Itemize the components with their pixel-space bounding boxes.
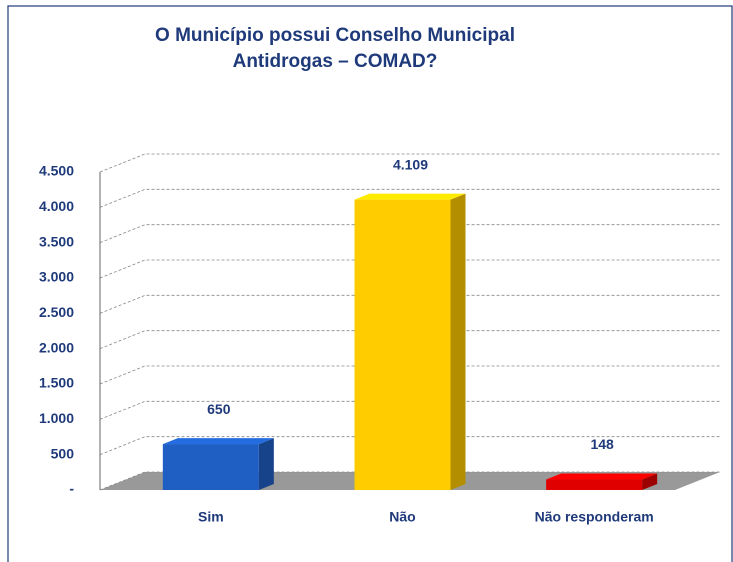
y-tick-label: 2.000 (39, 339, 74, 355)
y-tick-label: 1.000 (39, 410, 74, 426)
bar-top (546, 473, 658, 480)
grid-line (99, 294, 720, 314)
y-tick-label: 1.500 (39, 375, 74, 391)
grid-line (99, 400, 720, 420)
bar (354, 199, 451, 490)
bar (546, 479, 643, 490)
y-tick-label: 3.500 (39, 233, 74, 249)
bar-side (642, 473, 658, 490)
data-label: 148 (590, 436, 614, 452)
grid-line (99, 365, 720, 385)
bar-side (258, 438, 274, 490)
chart-title: Antidrogas – COMAD? (233, 51, 438, 72)
grid-line (99, 153, 720, 173)
y-tick-label: 4.500 (39, 163, 74, 179)
chart-title: O Município possui Conselho Municipal (155, 25, 515, 46)
x-tick-label: Não (389, 509, 415, 525)
grid-line (99, 188, 720, 208)
data-label: 4.109 (393, 156, 428, 172)
bar-top (162, 438, 274, 445)
y-tick-label: 3.000 (39, 269, 74, 285)
grid-line (99, 471, 720, 491)
bar-side (450, 193, 466, 490)
bar-top (354, 193, 466, 200)
y-tick-label: - (69, 481, 74, 497)
bar (162, 444, 259, 490)
y-tick-label: 2.500 (39, 304, 74, 320)
x-tick-label: Sim (198, 509, 224, 525)
data-label: 650 (207, 401, 231, 417)
grid-line (99, 436, 720, 456)
y-tick-label: 4.000 (39, 198, 74, 214)
grid-line (99, 259, 720, 279)
grid-line (99, 224, 720, 244)
x-tick-label: Não responderam (535, 509, 654, 525)
y-tick-label: 500 (51, 445, 75, 461)
frame (7, 5, 733, 562)
grid-line (99, 330, 720, 350)
